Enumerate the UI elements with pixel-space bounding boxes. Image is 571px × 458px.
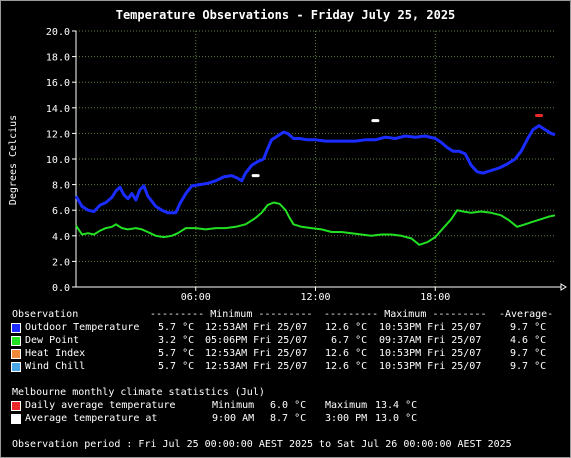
legend-min-time: 12:53AM Fri 25/07	[205, 322, 308, 333]
y-tick-labels: 0.0 2.0 4.0 6.0 8.0 10.0 12.0 14.0 16.0 18.0 20.0	[46, 27, 70, 294]
climate-title: Melbourne monthly climate statistics (Ju…	[12, 387, 265, 398]
x-tick-label: 18:00	[420, 292, 450, 300]
x-tick-labels: 06:00 12:00 18:00	[181, 292, 451, 300]
legend-header-average: -Average-	[499, 309, 554, 320]
legend-swatch-outdoor	[11, 323, 21, 333]
plot-area	[76, 31, 555, 287]
y-tick-label: 10.0	[46, 155, 70, 166]
grid-lines	[72, 30, 567, 291]
climate-value-pm: 13.0 °C	[375, 413, 418, 424]
legend-max-value: 6.7 °C	[331, 335, 368, 346]
climate-label-min: Minimum	[212, 400, 255, 411]
legend-swatch-heatindex	[11, 349, 21, 359]
legend-name: Wind Chill	[25, 361, 86, 372]
climate-time-pm: 3:00 PM	[325, 413, 368, 424]
average-temperature-marker	[371, 119, 380, 123]
daily-average-marker	[535, 113, 544, 117]
x-axis-arrow	[560, 283, 567, 291]
legend-average: 9.7 °C	[510, 361, 547, 372]
legend-min-time: 05:06PM Fri 25/07	[205, 335, 308, 346]
legend-header-maximum: --------- Maximum ---------	[324, 309, 487, 320]
legend-max-time: 09:37AM Fri 25/07	[379, 335, 482, 346]
y-tick-label: 18.0	[46, 53, 70, 64]
legend-max-time: 10:53PM Fri 25/07	[379, 348, 482, 359]
legend-average: 9.7 °C	[510, 322, 547, 333]
x-tick-label: 12:00	[300, 292, 330, 300]
legend-name: Heat Index	[25, 348, 86, 359]
legend-average: 9.7 °C	[510, 348, 547, 359]
x-tick-label: 06:00	[181, 292, 211, 300]
legend-min-time: 12:53AM Fri 25/07	[205, 361, 308, 372]
legend-max-value: 12.6 °C	[325, 348, 368, 359]
climate-value-min: 6.0 °C	[270, 400, 307, 411]
y-tick-label: 2.0	[52, 257, 70, 268]
legend-min-value: 5.7 °C	[158, 348, 195, 359]
legend-max-value: 12.6 °C	[325, 322, 368, 333]
temperature-chart: 0.02.04.06.08.010.012.014.016.018.020.0 …	[8, 27, 567, 300]
series-lines	[74, 124, 556, 246]
legend-min-value: 3.2 °C	[158, 335, 195, 346]
y-tick-label: 0.0	[52, 283, 70, 294]
legend-min-time: 12:53AM Fri 25/07	[205, 348, 308, 359]
legend-min-value: 5.7 °C	[158, 361, 195, 372]
y-axis-label: Degrees Celcius	[8, 115, 19, 205]
climate-value-max: 13.4 °C	[375, 400, 418, 411]
y-tick-label: 6.0	[52, 206, 70, 217]
observation-period: Observation period : Fri Jul 25 00:00:00…	[12, 439, 512, 450]
climate-swatch-daily-average	[11, 401, 21, 411]
climate-swatch-average-at	[11, 414, 21, 424]
legend-max-time: 10:53PM Fri 25/07	[379, 361, 482, 372]
y-tick-label: 16.0	[46, 78, 70, 89]
legend-min-value: 5.7 °C	[158, 322, 195, 333]
chart-title: Temperature Observations - Friday July 2…	[115, 8, 456, 22]
y-tick-label: 20.0	[46, 27, 70, 38]
legend-max-time: 10:53PM Fri 25/07	[379, 322, 482, 333]
legend-swatch-windchill	[11, 362, 21, 372]
legend-name: Outdoor Temperature	[25, 322, 140, 333]
climate-value-am: 8.7 °C	[270, 413, 307, 424]
legend-header-minimum: --------- Minimum ---------	[150, 309, 313, 320]
series-line-outdoor-temperature	[74, 124, 556, 215]
climate-name: Average temperature at	[25, 413, 158, 424]
climate-label-max: Maximum	[325, 400, 368, 411]
legend-average: 4.6 °C	[510, 335, 547, 346]
legend-header-observation: Observation	[12, 309, 79, 320]
climate-time-am: 9:00 AM	[212, 413, 255, 424]
legend-swatch-dewpoint	[11, 336, 21, 346]
average-markers	[251, 113, 544, 178]
average-temperature-marker	[251, 174, 260, 178]
climate-name: Daily average temperature	[25, 400, 176, 411]
legend-name: Dew Point	[25, 335, 80, 346]
y-tick-label: 14.0	[46, 104, 70, 115]
y-tick-label: 8.0	[52, 181, 70, 192]
legend-max-value: 12.6 °C	[325, 361, 368, 372]
y-tick-label: 12.0	[46, 129, 70, 140]
y-tick-label: 4.0	[52, 232, 70, 243]
series-line-dew-point	[75, 201, 556, 246]
